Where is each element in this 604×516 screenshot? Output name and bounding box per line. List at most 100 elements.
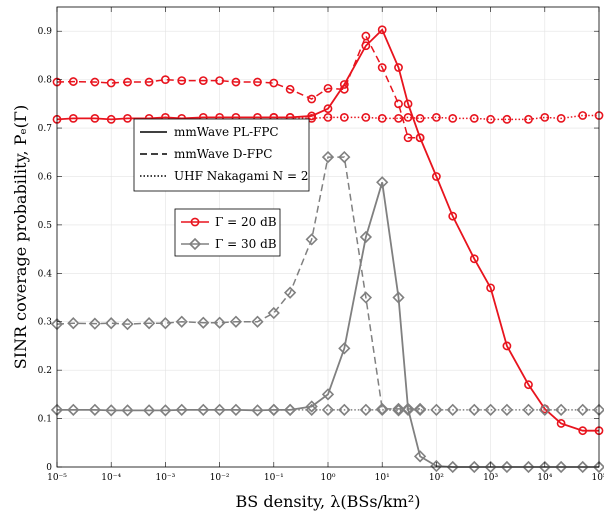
data-point	[392, 404, 405, 417]
data-point	[160, 75, 170, 85]
y-tick-label: 0.4	[38, 269, 53, 279]
y-tick-label: 0.5	[38, 221, 53, 231]
data-point	[323, 104, 333, 114]
data-point	[524, 380, 533, 390]
data-point	[413, 450, 427, 463]
data-point	[283, 403, 297, 416]
y-axis-title: SINR coverage probability, Pₑ(Γ)	[11, 105, 30, 369]
data-point	[446, 403, 459, 416]
data-point	[576, 403, 589, 416]
x-tick-label: 10²	[429, 473, 444, 483]
data-point	[231, 77, 241, 87]
data-point	[522, 460, 535, 474]
x-tick-label: 10⁻⁵	[47, 473, 67, 483]
series-line	[56, 156, 421, 410]
data-point	[486, 114, 495, 124]
data-point	[198, 76, 208, 85]
legend-marker-box	[174, 208, 281, 257]
data-point	[323, 113, 333, 122]
data-point	[394, 63, 403, 72]
data-point	[106, 114, 116, 124]
legend-marker-label: Γ = 30 dB	[215, 237, 277, 251]
data-point	[430, 403, 443, 416]
x-tick-label: 10³	[483, 473, 498, 483]
data-point	[142, 317, 156, 330]
data-point	[502, 341, 512, 351]
data-point	[392, 402, 405, 416]
data-point	[251, 404, 264, 417]
x-tick-label: 10⁻¹	[264, 473, 284, 483]
data-point	[377, 63, 387, 72]
data-point	[144, 77, 154, 87]
data-point	[540, 113, 550, 122]
x-axis-title: BS density, λ(BSs/km²)	[236, 492, 421, 511]
x-tick-label: 10¹	[375, 473, 390, 483]
data-point	[159, 317, 172, 330]
legend-line-label: mmWave PL-FPC	[174, 125, 279, 139]
data-point	[556, 113, 566, 123]
data-point	[123, 77, 132, 87]
data-point	[415, 133, 425, 143]
series-line	[56, 34, 421, 139]
data-point	[484, 403, 497, 416]
data-point	[267, 403, 280, 416]
data-point	[578, 111, 588, 120]
legend-marker: Γ = 20 dB Γ = 30 dB	[174, 208, 281, 257]
data-point	[359, 230, 373, 244]
y-tick-label: 0	[46, 463, 52, 473]
data-point	[142, 404, 156, 417]
data-point	[338, 150, 351, 164]
x-tick-label: 10⁵	[591, 473, 604, 483]
legend-line-style: mmWave PL-FPC mmWave D-FPC UHF Nakagami N …	[133, 118, 310, 192]
data-point	[576, 460, 589, 474]
data-point	[403, 113, 413, 122]
data-point	[403, 99, 413, 109]
data-point	[361, 31, 371, 41]
y-tick-label: 0.7	[38, 124, 53, 134]
y-tick-label: 0.1	[38, 415, 52, 425]
legend-line-label: UHF Nakagami N = 2	[174, 169, 308, 183]
data-point	[269, 78, 279, 88]
data-point	[321, 150, 335, 164]
data-point	[123, 113, 132, 123]
data-point	[253, 77, 262, 87]
legend-marker-symbol	[188, 237, 202, 251]
data-point	[68, 77, 78, 86]
data-point	[229, 315, 243, 328]
data-point	[175, 315, 188, 328]
y-tick-label: 0.6	[38, 172, 53, 182]
data-point	[556, 419, 566, 428]
data-point	[592, 460, 604, 474]
data-point	[338, 403, 351, 416]
data-point	[197, 316, 210, 329]
data-point	[431, 113, 441, 122]
data-point	[469, 254, 479, 264]
data-point	[213, 316, 226, 329]
data-point	[90, 113, 100, 123]
data-point	[339, 80, 349, 89]
data-point	[67, 317, 80, 330]
y-tick-label: 0.8	[38, 76, 53, 86]
data-point	[394, 99, 403, 109]
data-point	[376, 176, 389, 189]
data-point	[305, 403, 318, 416]
data-point	[106, 78, 116, 88]
data-point	[121, 318, 134, 331]
data-point	[392, 291, 405, 304]
data-point	[377, 25, 387, 35]
data-point	[229, 403, 243, 416]
data-point	[197, 403, 210, 416]
data-point	[105, 404, 118, 417]
data-point	[68, 113, 78, 123]
data-point	[305, 400, 318, 413]
data-point	[484, 460, 497, 474]
data-point	[413, 403, 427, 416]
data-point	[67, 403, 80, 416]
data-point	[159, 404, 172, 417]
data-point	[307, 113, 317, 123]
y-tick-label: 0.2	[38, 366, 52, 376]
data-point	[215, 76, 224, 85]
data-point	[88, 403, 102, 416]
